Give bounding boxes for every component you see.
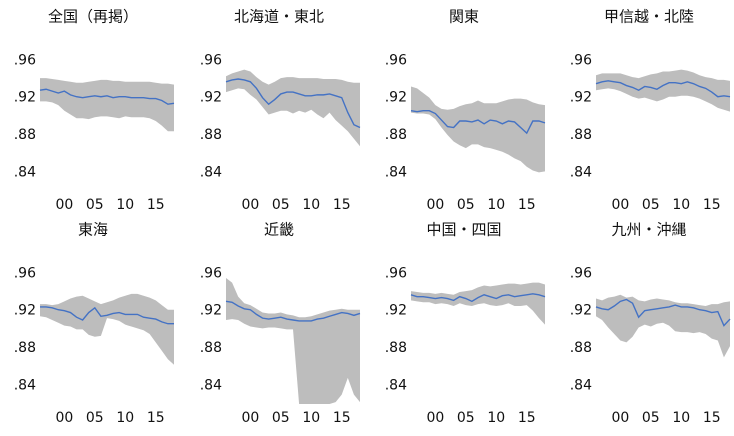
- panel-title: 中国・四国: [426, 221, 501, 239]
- y-tick-label: .88: [200, 340, 222, 356]
- band: [40, 293, 174, 365]
- x-tick-label: 00: [55, 197, 73, 213]
- x-tick-label: 10: [302, 197, 320, 213]
- line: [225, 78, 361, 129]
- y-tick-label: .84: [385, 164, 407, 180]
- y-tick-label: .92: [385, 303, 407, 319]
- x-tick-label: 00: [426, 410, 444, 426]
- y-tick-label: .84: [570, 377, 592, 393]
- panel-title: 近畿: [264, 221, 294, 239]
- x-tick-label: 10: [487, 197, 505, 213]
- line: [39, 88, 175, 105]
- y-tick-label: .96: [385, 265, 407, 281]
- x-tick-label: 05: [642, 197, 660, 213]
- y-tick-label: .84: [570, 164, 592, 180]
- x-tick-label: 00: [241, 197, 259, 213]
- line: [595, 80, 731, 98]
- x-tick-label: 15: [147, 410, 165, 426]
- y-tick-label: .92: [570, 90, 592, 106]
- x-tick-label: 15: [333, 197, 351, 213]
- x-tick-label: 05: [457, 410, 475, 426]
- x-tick-label: 05: [457, 197, 475, 213]
- band: [411, 282, 545, 325]
- x-tick-label: 15: [333, 410, 351, 426]
- x-tick-label: 10: [302, 410, 320, 426]
- x-tick-label: 10: [672, 410, 690, 426]
- panel-title: 北海道・東北: [234, 8, 324, 26]
- y-tick-label: .84: [385, 377, 407, 393]
- band: [411, 86, 545, 173]
- x-tick-label: 00: [611, 197, 629, 213]
- panel-title: 全国（再掲）: [48, 8, 138, 26]
- y-tick-label: .96: [570, 265, 592, 281]
- line: [410, 293, 546, 303]
- y-tick-label: .96: [14, 52, 36, 68]
- y-tick-label: .88: [200, 127, 222, 143]
- y-tick-label: .84: [14, 377, 36, 393]
- y-tick-label: .92: [200, 90, 222, 106]
- x-tick-label: 00: [241, 410, 259, 426]
- x-tick-label: 15: [703, 197, 721, 213]
- y-tick-label: .88: [570, 127, 592, 143]
- y-tick-label: .92: [385, 90, 407, 106]
- y-tick-label: .92: [570, 303, 592, 319]
- line: [225, 300, 361, 322]
- y-tick-label: .88: [570, 340, 592, 356]
- y-tick-label: .88: [385, 127, 407, 143]
- y-tick-label: .96: [570, 52, 592, 68]
- x-tick-label: 10: [116, 197, 134, 213]
- y-tick-label: .88: [14, 340, 36, 356]
- x-tick-label: 05: [86, 197, 104, 213]
- x-tick-label: 10: [487, 410, 505, 426]
- band: [226, 278, 360, 404]
- x-tick-label: 10: [672, 197, 690, 213]
- band: [40, 78, 174, 132]
- band: [596, 294, 730, 358]
- line: [410, 110, 546, 135]
- x-tick-label: 05: [272, 197, 290, 213]
- x-tick-label: 15: [147, 197, 165, 213]
- y-tick-label: .96: [14, 265, 36, 281]
- x-tick-label: 00: [426, 197, 444, 213]
- panel-title: 関東: [449, 8, 479, 26]
- band: [596, 69, 730, 112]
- y-tick-label: .96: [385, 52, 407, 68]
- y-tick-label: .88: [385, 340, 407, 356]
- y-tick-label: .92: [14, 303, 36, 319]
- x-tick-label: 00: [55, 410, 73, 426]
- x-tick-label: 10: [116, 410, 134, 426]
- y-tick-label: .84: [200, 377, 222, 393]
- y-tick-label: .84: [200, 164, 222, 180]
- band: [226, 69, 360, 147]
- x-tick-label: 05: [272, 410, 290, 426]
- x-tick-label: 05: [86, 410, 104, 426]
- y-tick-label: .96: [200, 52, 222, 68]
- x-tick-label: 15: [518, 410, 536, 426]
- panel-title: 甲信越・北陸: [604, 8, 694, 26]
- x-tick-label: 15: [703, 410, 721, 426]
- y-tick-label: .92: [200, 303, 222, 319]
- x-tick-label: 05: [642, 410, 660, 426]
- panel-title: 九州・沖縄: [611, 221, 686, 239]
- panel-title: 東海: [78, 221, 108, 239]
- x-tick-label: 00: [611, 410, 629, 426]
- y-tick-label: .88: [14, 127, 36, 143]
- line: [595, 298, 731, 327]
- y-tick-label: .96: [200, 265, 222, 281]
- x-tick-label: 15: [518, 197, 536, 213]
- y-tick-label: .92: [14, 90, 36, 106]
- line: [40, 306, 174, 325]
- y-tick-label: .84: [14, 164, 36, 180]
